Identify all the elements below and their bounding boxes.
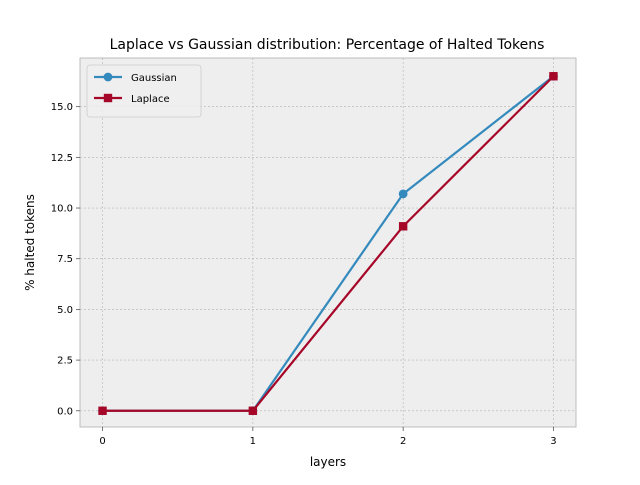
y-tick-label: 15.0: [51, 102, 73, 113]
gaussian-point: [398, 189, 408, 199]
y-tick-label: 10.0: [51, 204, 73, 215]
y-tick-label: 5.0: [57, 305, 73, 316]
laplace-point: [549, 72, 558, 81]
plot-area: [79, 57, 577, 428]
laplace-point: [398, 222, 408, 231]
series-laplace: [98, 72, 558, 415]
axis-ticks: 0.0 2.5 5.0 7.5 10.0 12.5 15.0 0 1 2 3: [51, 102, 557, 447]
legend-gaussian-label: Gaussian: [131, 73, 177, 84]
y-tick-label: 12.5: [51, 153, 73, 164]
legend-laplace-marker: [103, 93, 113, 103]
chart-title: Laplace vs Gaussian distribution: Percen…: [110, 37, 545, 53]
x-tick-label: 3: [550, 436, 556, 447]
y-tick-label: 7.5: [57, 254, 73, 265]
laplace-point: [248, 406, 258, 415]
y-tick-label: 2.5: [57, 356, 73, 367]
grid: [80, 58, 576, 427]
laplace-line: [102, 75, 555, 412]
y-tick-label: 0.0: [57, 406, 73, 417]
legend: Gaussian Laplace: [86, 64, 202, 118]
x-axis-label: layers: [310, 455, 346, 469]
x-tick-label: 2: [400, 436, 406, 447]
legend-laplace-label: Laplace: [131, 94, 170, 105]
series: [98, 71, 558, 416]
x-tick-label: 1: [250, 436, 256, 447]
x-tick-label: 0: [99, 436, 105, 447]
legend-gaussian-marker: [103, 72, 113, 82]
laplace-point: [98, 406, 107, 415]
y-axis-label: % halted tokens: [23, 194, 37, 291]
